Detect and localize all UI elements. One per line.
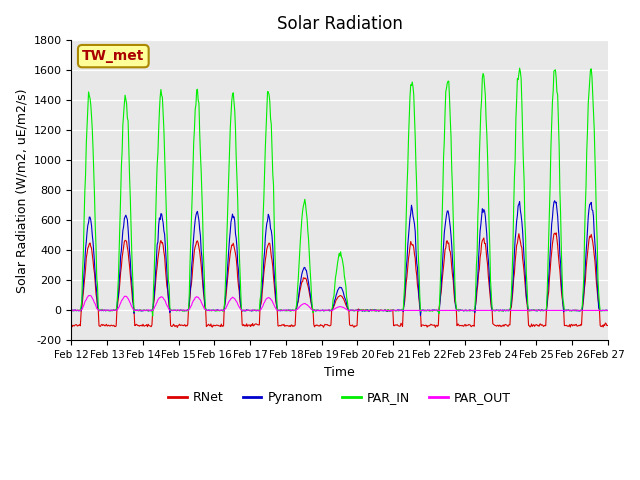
PAR_OUT (405, 308, 413, 313)
Pyranom (187, 283, 195, 288)
RNet (132, 322, 140, 327)
Pyranom (551, 198, 559, 204)
PAR_OUT (133, 308, 141, 313)
PAR_IN (604, 308, 611, 313)
RNet (68, 322, 76, 328)
PAR_OUT (421, 308, 429, 313)
Line: RNet: RNet (72, 233, 607, 327)
PAR_IN (149, 313, 157, 319)
PAR_IN (516, 65, 524, 71)
PAR_OUT (77, 307, 85, 313)
PAR_OUT (604, 308, 611, 313)
Pyranom (404, 233, 412, 239)
Line: PAR_OUT: PAR_OUT (72, 296, 607, 311)
RNet (216, 323, 223, 329)
PAR_OUT (188, 303, 195, 309)
PAR_IN (188, 217, 195, 223)
Line: PAR_IN: PAR_IN (72, 68, 607, 316)
RNet (77, 310, 85, 315)
PAR_OUT (86, 293, 94, 299)
Title: Solar Radiation: Solar Radiation (276, 15, 403, 33)
PAR_IN (77, 304, 85, 310)
Pyranom (77, 308, 85, 313)
PAR_IN (68, 308, 76, 313)
RNet (173, 324, 181, 330)
Pyranom (421, 308, 429, 314)
PAR_IN (132, 307, 140, 313)
Pyranom (132, 307, 140, 313)
RNet (421, 323, 429, 328)
Text: TW_met: TW_met (82, 49, 145, 63)
PAR_IN (405, 113, 413, 119)
RNet (405, 251, 413, 256)
PAR_OUT (216, 308, 223, 313)
Pyranom (417, 312, 424, 318)
PAR_OUT (68, 308, 76, 313)
RNet (188, 281, 195, 287)
PAR_IN (421, 308, 429, 313)
X-axis label: Time: Time (324, 366, 355, 379)
Y-axis label: Solar Radiation (W/m2, uE/m2/s): Solar Radiation (W/m2, uE/m2/s) (15, 88, 28, 292)
Legend: RNet, Pyranom, PAR_IN, PAR_OUT: RNet, Pyranom, PAR_IN, PAR_OUT (163, 386, 516, 409)
RNet (604, 323, 611, 328)
Pyranom (215, 308, 223, 313)
Pyranom (604, 308, 611, 313)
Line: Pyranom: Pyranom (72, 201, 607, 315)
Pyranom (68, 307, 76, 313)
PAR_IN (216, 308, 223, 314)
RNet (552, 230, 560, 236)
